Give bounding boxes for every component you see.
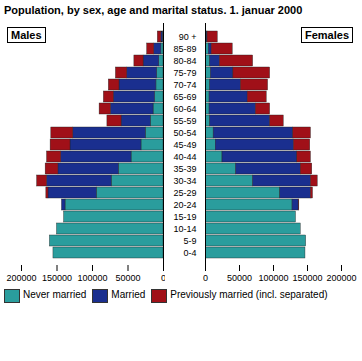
svg-text:30-34: 30-34 (173, 176, 196, 186)
svg-text:0-4: 0-4 (183, 248, 196, 258)
svg-text:35-39: 35-39 (173, 164, 196, 174)
svg-text:0: 0 (203, 273, 208, 283)
svg-text:75-79: 75-79 (173, 68, 196, 78)
html-text:Married: Married (111, 289, 146, 300)
svg-text:80-84: 80-84 (173, 56, 196, 66)
svg-text:15-19: 15-19 (173, 212, 196, 222)
svg-text:5-9: 5-9 (183, 236, 196, 246)
svg-text:90 +: 90 + (179, 32, 197, 42)
svg-text:100000: 100000 (77, 273, 107, 283)
html-text:Males: Males (11, 29, 42, 41)
svg-text:150000: 150000 (292, 273, 322, 283)
svg-text:50000: 50000 (115, 273, 140, 283)
svg-text:50-54: 50-54 (173, 128, 196, 138)
svg-text:85-89: 85-89 (173, 44, 196, 54)
html-text:Previously married (incl. sepa: Previously married (incl. separated) (170, 289, 328, 300)
html-text:Population, by sex, age and ma: Population, by sex, age and marital stat… (4, 4, 303, 16)
svg-text:65-69: 65-69 (173, 92, 196, 102)
svg-text:25-29: 25-29 (173, 188, 196, 198)
svg-text:10-14: 10-14 (173, 224, 196, 234)
svg-text:0: 0 (161, 273, 165, 283)
svg-text:100000: 100000 (258, 273, 288, 283)
svg-text:70-74: 70-74 (173, 80, 196, 90)
svg-text:150000: 150000 (42, 273, 72, 283)
svg-text:45-49: 45-49 (173, 140, 196, 150)
svg-text:40-44: 40-44 (173, 152, 196, 162)
html-text:Females: Females (305, 29, 349, 41)
svg-text:20-24: 20-24 (173, 200, 196, 210)
svg-text:200000: 200000 (326, 273, 356, 283)
svg-text:60-64: 60-64 (173, 104, 196, 114)
svg-text:50000: 50000 (227, 273, 252, 283)
html-text:Never married: Never married (23, 289, 87, 300)
svg-text:55-59: 55-59 (173, 116, 196, 126)
svg-text:200000: 200000 (6, 273, 36, 283)
